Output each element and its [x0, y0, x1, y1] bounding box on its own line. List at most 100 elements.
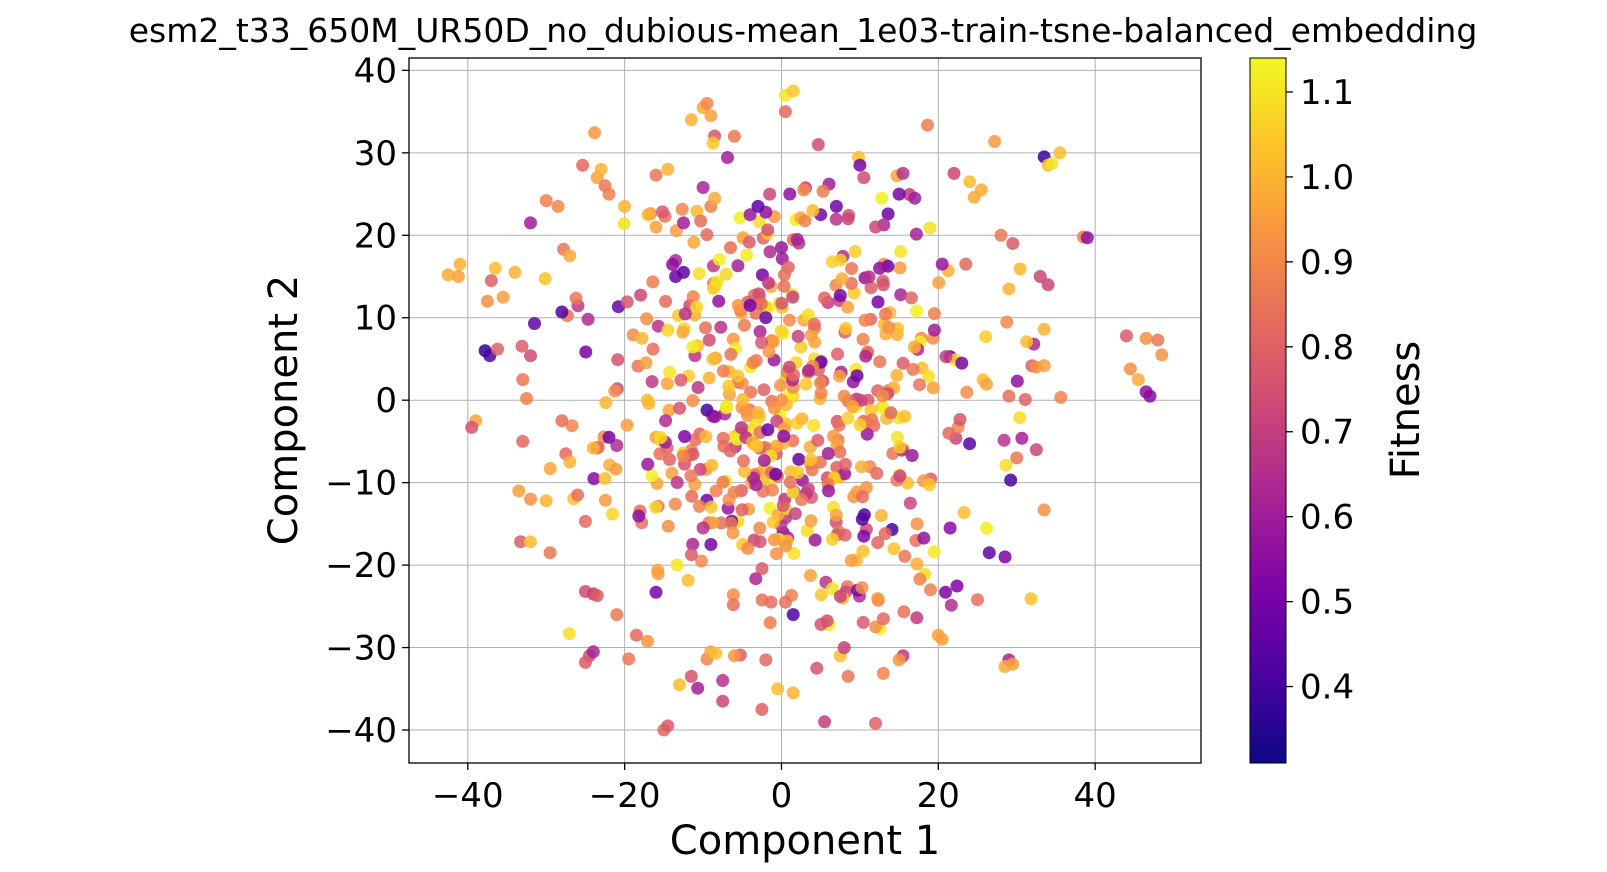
- data-point: [833, 289, 847, 302]
- data-point: [608, 384, 622, 398]
- data-point: [1155, 348, 1169, 362]
- data-point: [516, 434, 530, 448]
- data-point: [898, 549, 912, 563]
- data-point: [708, 410, 722, 424]
- y-tick-label: −40: [325, 711, 397, 751]
- data-point: [910, 304, 924, 318]
- data-point: [841, 411, 855, 425]
- data-point: [639, 356, 653, 370]
- data-point: [640, 312, 654, 326]
- data-point: [788, 507, 802, 521]
- data-point: [1004, 473, 1018, 487]
- data-point: [538, 272, 552, 286]
- data-point: [576, 158, 590, 172]
- data-point: [686, 537, 700, 551]
- data-point: [620, 418, 634, 432]
- data-point: [602, 187, 616, 201]
- data-point: [935, 257, 949, 271]
- data-point: [797, 183, 811, 197]
- data-point: [770, 547, 783, 561]
- data-point: [1018, 393, 1032, 406]
- data-point: [810, 661, 824, 675]
- data-points: [441, 84, 1169, 737]
- data-point: [814, 588, 828, 602]
- data-point: [1024, 592, 1038, 606]
- data-point: [786, 686, 800, 700]
- data-point: [893, 261, 907, 275]
- data-point: [825, 255, 839, 269]
- data-point: [687, 235, 701, 249]
- data-point: [943, 521, 957, 535]
- data-point: [893, 469, 907, 483]
- data-point: [1139, 331, 1153, 345]
- data-point: [980, 377, 993, 391]
- data-point: [724, 347, 738, 361]
- data-point: [524, 492, 537, 506]
- data-point: [641, 457, 655, 471]
- data-point: [894, 245, 908, 258]
- data-point: [898, 410, 912, 423]
- data-point: [927, 323, 941, 337]
- data-point: [959, 257, 973, 271]
- data-point: [731, 259, 745, 273]
- plot-frame: [408, 57, 1202, 764]
- colorbar-tick-label: 0.4: [1300, 668, 1354, 708]
- colorbar-tick-label: 0.6: [1300, 498, 1354, 538]
- data-point: [855, 512, 869, 526]
- data-point: [876, 278, 890, 292]
- data-point: [491, 342, 505, 356]
- data-point: [864, 281, 878, 295]
- data-point: [755, 336, 769, 350]
- data-point: [848, 245, 862, 258]
- data-point: [897, 605, 911, 619]
- data-point: [939, 350, 953, 364]
- data-point: [804, 514, 818, 528]
- data-point: [750, 439, 764, 453]
- data-point: [855, 460, 868, 474]
- data-point: [696, 181, 710, 194]
- data-point: [611, 353, 625, 367]
- data-point: [801, 482, 815, 496]
- data-point: [893, 440, 907, 454]
- data-point: [659, 294, 673, 308]
- data-point: [1045, 157, 1059, 170]
- data-point: [726, 598, 740, 612]
- y-tick-label: −20: [325, 546, 397, 586]
- data-point: [684, 469, 698, 483]
- data-point: [678, 307, 692, 321]
- data-point: [795, 412, 809, 426]
- data-point: [960, 385, 974, 399]
- data-point: [832, 369, 846, 383]
- data-point: [871, 592, 885, 606]
- data-point: [762, 345, 776, 359]
- data-point: [706, 516, 720, 530]
- data-point: [524, 216, 537, 230]
- data-point: [763, 187, 777, 201]
- data-point: [651, 567, 665, 581]
- data-point: [694, 214, 708, 228]
- data-point: [783, 313, 796, 327]
- data-point: [719, 401, 733, 415]
- data-point: [741, 409, 754, 423]
- data-point: [808, 533, 822, 547]
- data-point: [841, 212, 855, 226]
- data-point: [751, 406, 765, 420]
- data-point: [660, 377, 674, 390]
- data-point: [699, 430, 713, 444]
- data-point: [873, 261, 886, 275]
- data-point: [691, 681, 705, 695]
- data-point: [1015, 431, 1029, 445]
- data-point: [581, 312, 595, 326]
- data-point: [663, 365, 677, 379]
- data-point: [716, 364, 730, 378]
- data-point: [1006, 237, 1020, 250]
- data-point: [763, 245, 777, 259]
- data-point: [676, 449, 690, 463]
- data-point: [1037, 359, 1051, 373]
- data-point: [955, 356, 969, 370]
- data-point: [726, 526, 740, 540]
- data-point: [684, 669, 698, 683]
- y-tick-label: 10: [354, 299, 397, 339]
- y-tick-label: −30: [325, 629, 397, 669]
- data-point: [775, 296, 789, 310]
